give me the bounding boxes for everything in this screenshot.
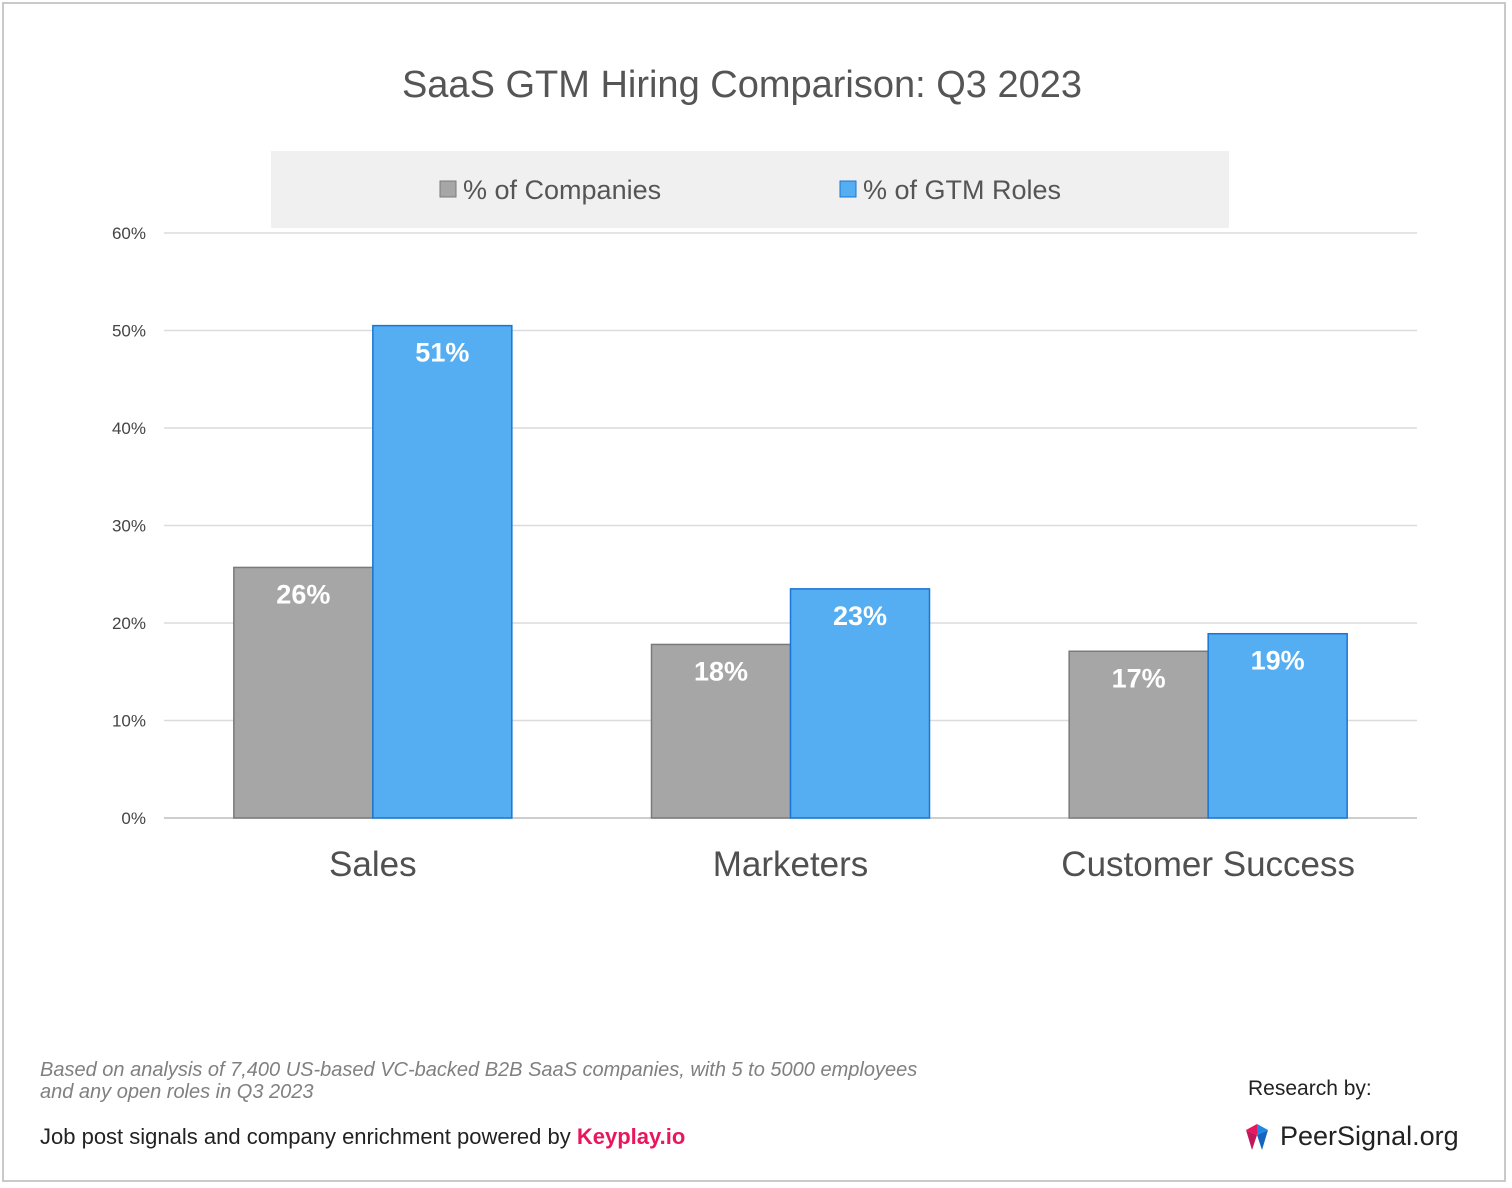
data-label-gtm-roles: 19% (1251, 646, 1305, 676)
category-label: Customer Success (1061, 845, 1355, 884)
y-tick-label: 10% (112, 712, 146, 731)
data-label-gtm-roles: 23% (833, 601, 887, 631)
peersignal-logo[interactable]: PeerSignal.org (1242, 1120, 1459, 1152)
peersignal-logo-icon (1246, 1124, 1268, 1150)
y-tick-label: 50% (112, 322, 146, 341)
bar-gtm-roles (372, 324, 513, 819)
legend-label-companies: % of Companies (463, 175, 661, 205)
data-label-gtm-roles: 51% (415, 338, 469, 368)
chart-title: SaaS GTM Hiring Comparison: Q3 2023 (402, 64, 1082, 106)
data-label-companies: 18% (694, 656, 748, 686)
bars (233, 324, 1348, 819)
legend-swatch-companies (439, 180, 457, 198)
y-tick-label: 30% (112, 517, 146, 536)
legend-label-gtm-roles: % of GTM Roles (863, 175, 1061, 205)
y-tick-label: 60% (112, 224, 146, 243)
data-labels: 26% 51% 18% 23% 17% 19% (276, 338, 1304, 694)
data-label-companies: 17% (1112, 663, 1166, 693)
bar-gtm-roles (789, 588, 931, 819)
peersignal-logo-text: PeerSignal.org (1280, 1120, 1459, 1151)
category-label: Marketers (713, 845, 869, 884)
powered-by-text: Job post signals and company enrichment … (40, 1124, 577, 1149)
data-label-companies: 26% (276, 579, 330, 609)
bar-gtm-roles (1207, 632, 1348, 819)
bar-companies (1068, 650, 1209, 819)
legend-swatch-gtm-roles (839, 180, 857, 198)
research-by-label: Research by: (1248, 1077, 1372, 1100)
methodology-note: Based on analysis of 7,400 US-based VC-b… (40, 1059, 918, 1103)
powered-by-line: Job post signals and company enrichment … (40, 1124, 685, 1150)
y-tick-label: 0% (121, 809, 146, 828)
y-tick-label: 40% (112, 419, 146, 438)
category-label: Sales (329, 845, 417, 884)
keyplay-link[interactable]: Keyplay.io (576, 1124, 686, 1149)
category-labels: Sales Marketers Customer Success (329, 845, 1355, 884)
y-tick-label: 20% (112, 614, 146, 633)
bar-companies (233, 566, 374, 819)
bar-companies (650, 643, 792, 819)
legend-box (271, 151, 1229, 228)
